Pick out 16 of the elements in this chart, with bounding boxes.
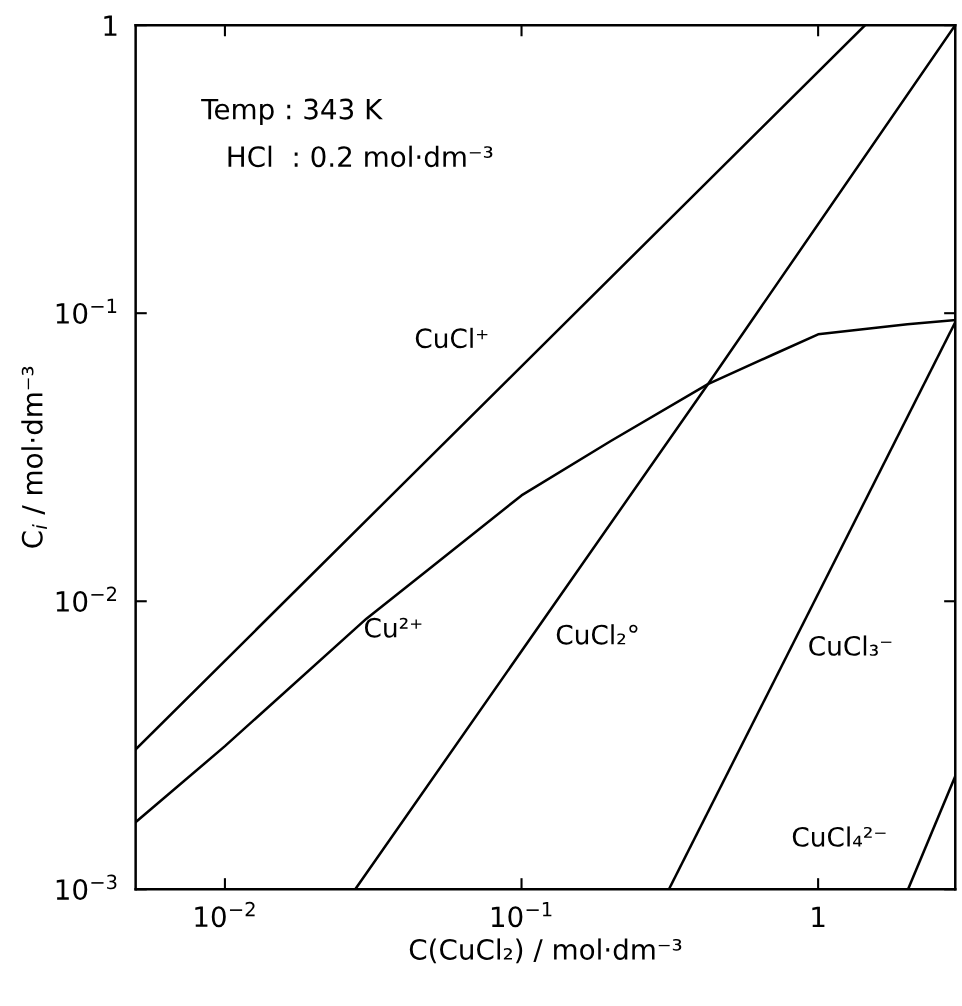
y-tick-label: 10$^{−2}$: [56, 586, 117, 612]
series-label: CuCl₃⁻: [809, 635, 892, 656]
x-tick-label: 10$^{−2}$: [195, 901, 255, 928]
series-label: CuCl₂°: [556, 624, 638, 645]
y-tick-label: 10$^{−1}$: [56, 298, 117, 324]
annotation: Temp : 343 K: [201, 98, 383, 126]
series-label: CuCl₄²⁻: [792, 826, 886, 847]
x-tick-label: 10$^{−1}$: [491, 902, 552, 928]
x-axis-title: C(CuCl₂) / mol·dm⁻³: [409, 938, 682, 964]
series-label: Cu²⁺: [364, 617, 422, 638]
y-tick-label: 10$^{−3}$: [56, 874, 117, 901]
y-tick-label: 1: [104, 15, 117, 36]
x-tick-label: 1: [812, 906, 825, 928]
series-label: CuCl⁺: [415, 327, 488, 349]
annotation: HCl : 0.2 mol·dm⁻³: [228, 145, 493, 168]
y-axis-title: C$_{i}$ / mol·dm⁻³: [21, 366, 47, 548]
